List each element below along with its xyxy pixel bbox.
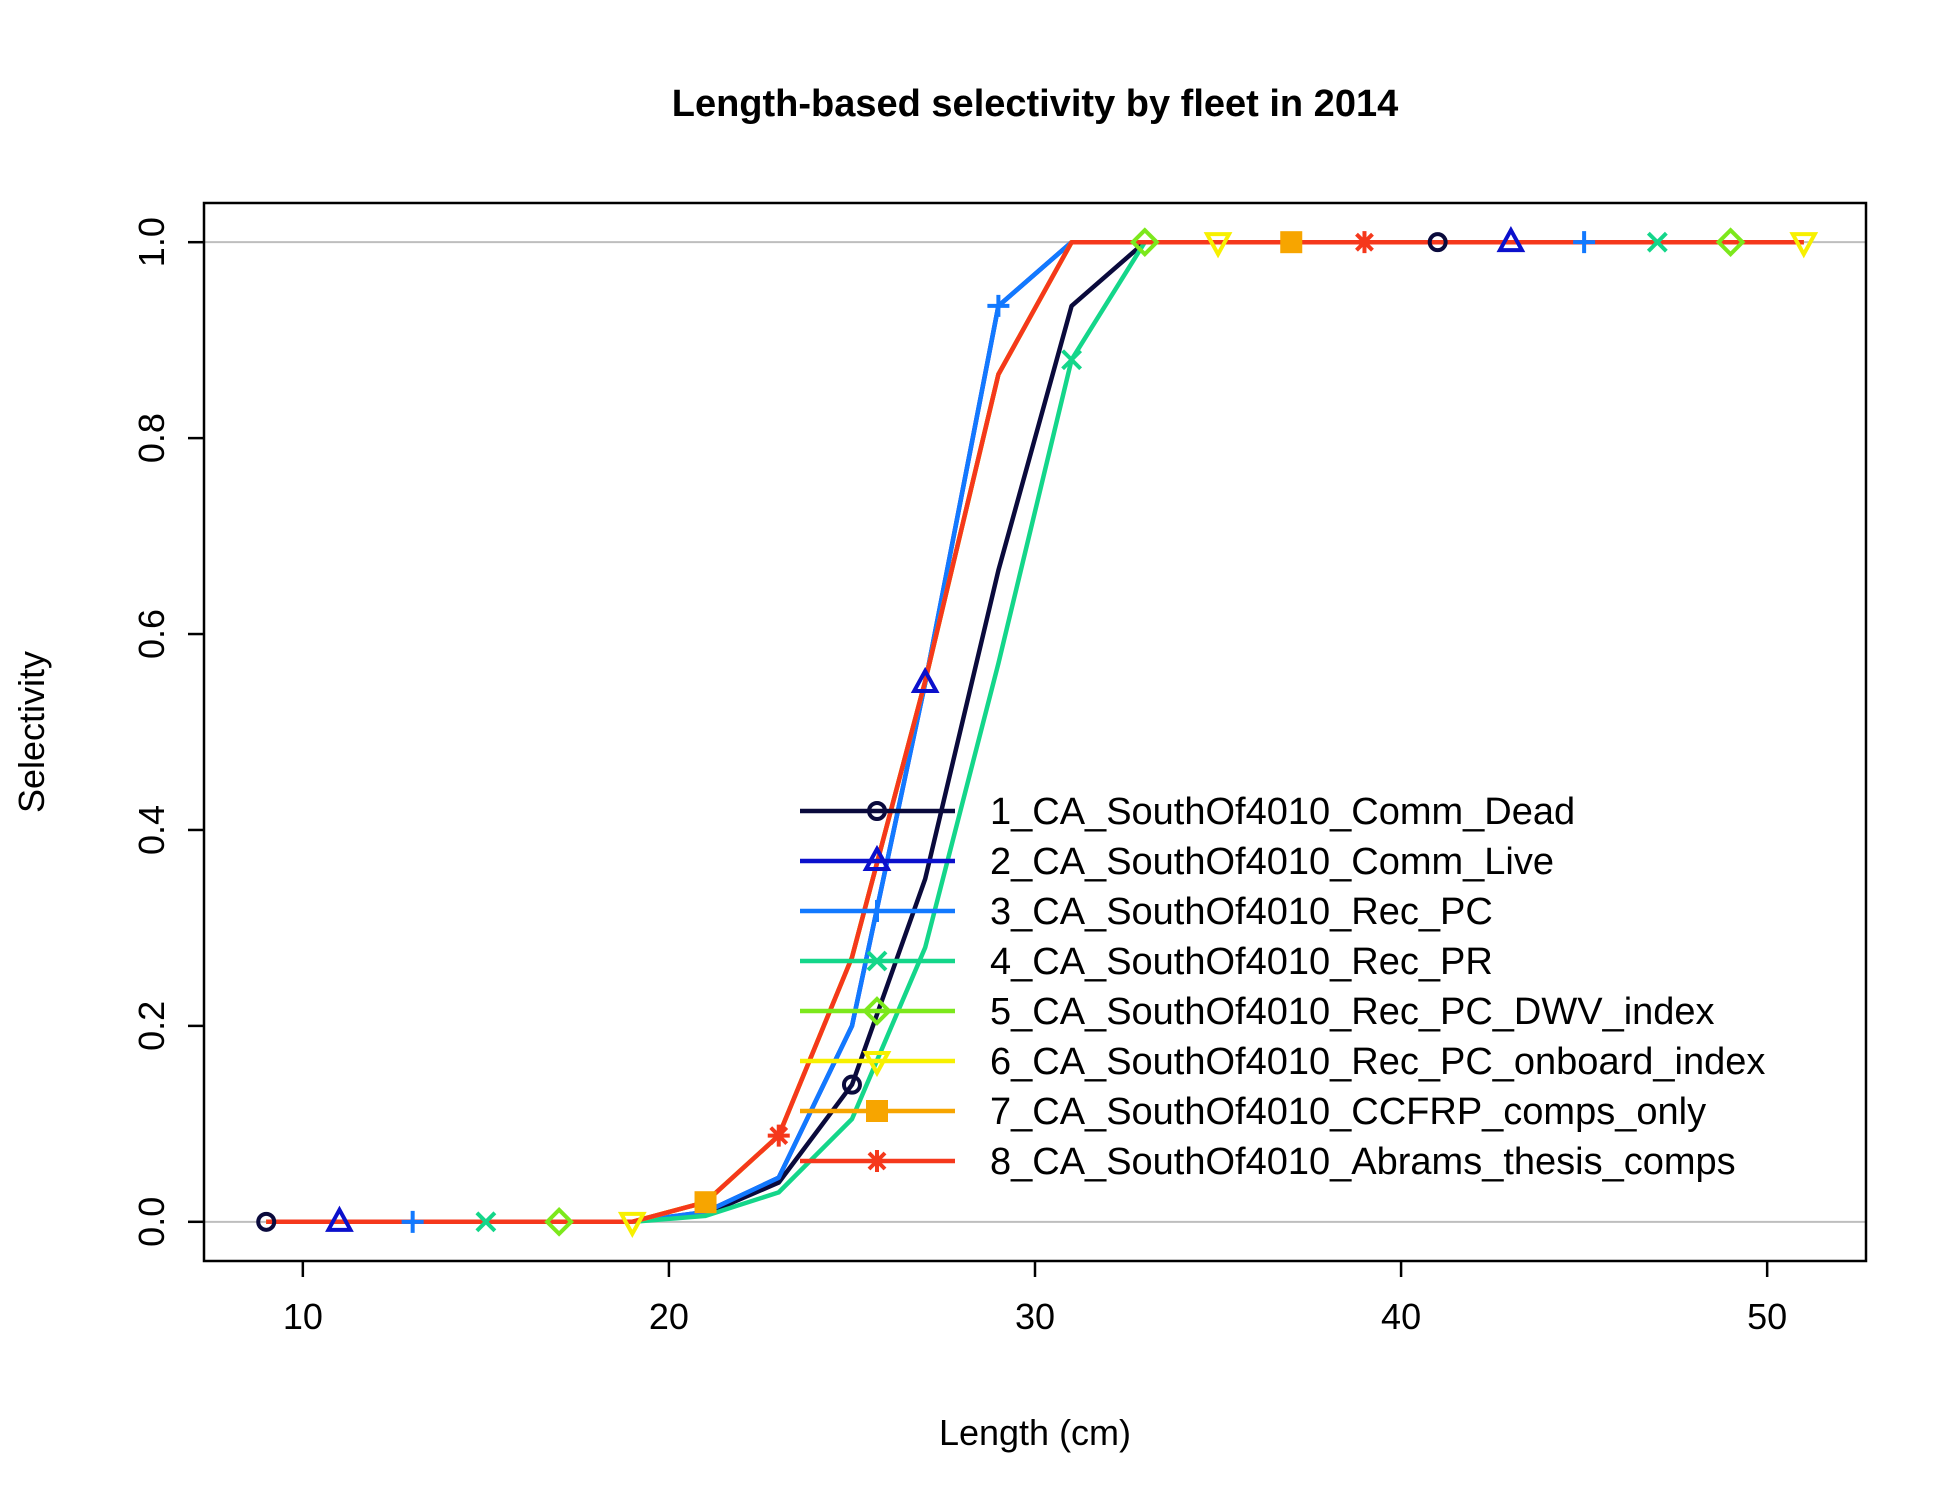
legend-item-8: 8_CA_SouthOf4010_Abrams_thesis_comps <box>800 1141 1736 1183</box>
series-6-point <box>617 1211 647 1238</box>
series-4-point <box>1646 231 1668 253</box>
legend-marker <box>862 1051 892 1078</box>
legend-label: 6_CA_SouthOf4010_Rec_PC_onboard_index <box>990 1041 1765 1083</box>
series-3-point <box>987 294 1010 317</box>
y-tick-label: 0.4 <box>131 805 172 855</box>
series-1-point <box>256 1211 277 1232</box>
legend-label: 5_CA_SouthOf4010_Rec_PC_DWV_index <box>990 991 1715 1033</box>
legend-marker <box>866 1100 888 1122</box>
series-2-point <box>325 1205 354 1232</box>
legend-label: 8_CA_SouthOf4010_Abrams_thesis_comps <box>990 1141 1736 1183</box>
legend-marker <box>866 1150 888 1172</box>
y-tick-label: 0.0 <box>131 1197 172 1247</box>
legend-item-2: 2_CA_SouthOf4010_Comm_Live <box>800 841 1554 883</box>
axes: 10 20 30 40 50 0.0 0.2 0.4 0.6 0.8 1.0 <box>131 201 1868 1337</box>
series-6-point <box>1203 232 1233 259</box>
legend-item-5: 5_CA_SouthOf4010_Rec_PC_DWV_index <box>800 991 1715 1033</box>
y-tick-label: 1.0 <box>131 217 172 267</box>
series-5-point <box>1129 227 1160 258</box>
series-3-point <box>401 1210 424 1233</box>
legend-label: 3_CA_SouthOf4010_Rec_PC <box>990 891 1493 933</box>
legend-label: 1_CA_SouthOf4010_Comm_Dead <box>990 791 1575 833</box>
y-tick-label: 0.2 <box>131 1001 172 1051</box>
legend-label: 7_CA_SouthOf4010_CCFRP_comps_only <box>990 1091 1706 1133</box>
legend-marker <box>862 844 892 871</box>
x-tick-label: 10 <box>283 1296 323 1337</box>
legend-marker <box>867 801 887 821</box>
series-8-point <box>1353 231 1376 254</box>
series-7-point <box>1280 231 1303 254</box>
series-1-point <box>841 1074 862 1095</box>
legend-marker <box>862 996 892 1026</box>
series-5-point <box>1715 227 1746 258</box>
legend-item-7: 7_CA_SouthOf4010_CCFRP_comps_only <box>800 1091 1706 1133</box>
x-tick-label: 50 <box>1747 1296 1787 1337</box>
legend-item-4: 4_CA_SouthOf4010_Rec_PR <box>800 941 1493 983</box>
x-tick-label: 40 <box>1381 1296 1421 1337</box>
series-7-point <box>694 1191 717 1214</box>
legend-item-1: 1_CA_SouthOf4010_Comm_Dead <box>800 791 1575 833</box>
x-axis-label: Length (cm) <box>939 1412 1131 1453</box>
chart-title: Length-based selectivity by fleet in 201… <box>672 83 1398 125</box>
series-2-point <box>910 666 940 694</box>
legend-marker <box>866 900 888 922</box>
legend-marker <box>866 950 888 972</box>
legend-label: 2_CA_SouthOf4010_Comm_Live <box>990 841 1554 883</box>
series-2-point <box>1496 226 1526 253</box>
series-5-point <box>544 1206 574 1237</box>
y-axis-label: Selectivity <box>11 651 52 813</box>
legend-item-6: 6_CA_SouthOf4010_Rec_PC_onboard_index <box>800 1041 1765 1083</box>
series-markers <box>256 226 1819 1238</box>
series-lines <box>266 239 1804 1225</box>
series-4-point <box>475 1211 497 1233</box>
series-4-point <box>1061 349 1083 371</box>
x-tick-label: 30 <box>1015 1296 1055 1337</box>
x-tick-label: 20 <box>649 1296 689 1337</box>
legend: 1_CA_SouthOf4010_Comm_Dead 2_CA_SouthOf40… <box>800 791 1765 1183</box>
series-8-point <box>767 1124 790 1147</box>
series-6-point <box>1789 232 1819 259</box>
series-1-point <box>1427 232 1448 253</box>
legend-item-3: 3_CA_SouthOf4010_Rec_PC <box>800 891 1493 933</box>
y-tick-label: 0.6 <box>131 609 172 659</box>
y-tick-label: 0.8 <box>131 413 172 463</box>
series-line-8 <box>266 239 1804 1225</box>
series-3-point <box>1573 231 1596 254</box>
legend-label: 4_CA_SouthOf4010_Rec_PR <box>990 941 1493 983</box>
